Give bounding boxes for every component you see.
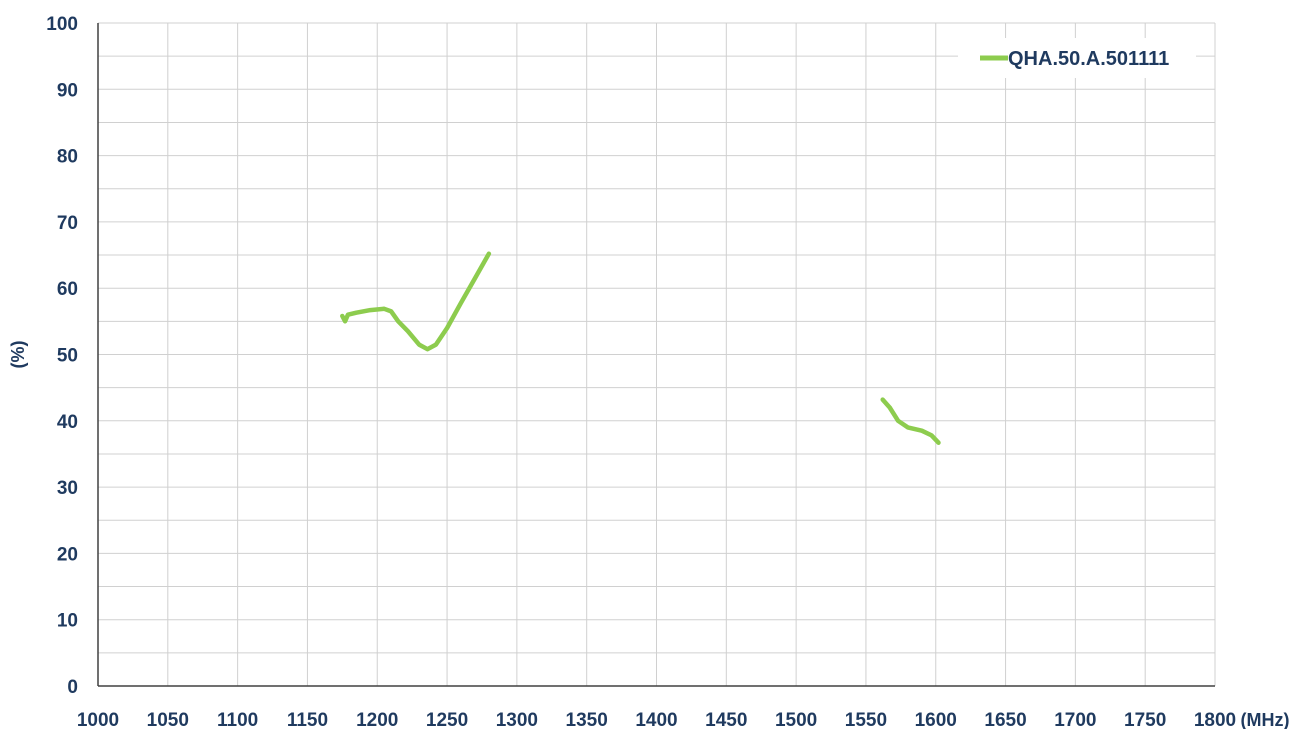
y-tick-label: 70: [57, 213, 78, 234]
x-tick-label: 1150: [287, 710, 328, 729]
y-tick-label: 20: [57, 544, 78, 565]
y-axis-title: (%): [8, 341, 28, 369]
x-tick-label: 1400: [635, 710, 677, 729]
x-tick-label: 1300: [496, 710, 538, 729]
x-tick-label: 1000: [77, 710, 119, 729]
x-tick-label: 1500: [775, 710, 817, 729]
y-tick-label: 50: [57, 346, 78, 367]
x-tick-label: 1350: [566, 710, 608, 729]
x-tick-labels: 1000 1050 1100 1150 1200 1250 1300 1350 1400 1450…: [77, 710, 1236, 729]
x-tick-label: 1100: [217, 710, 258, 729]
y-tick-label: 40: [57, 412, 78, 433]
y-tick-label: 100: [46, 14, 78, 35]
axes: [97, 23, 1215, 687]
y-tick-label: 80: [57, 147, 78, 168]
y-tick-label: 30: [57, 478, 78, 499]
x-tick-label: 1800: [1194, 710, 1236, 729]
grid: [98, 22, 1216, 686]
series-line-segment: [880, 397, 941, 445]
x-tick-label: 1650: [984, 710, 1026, 729]
x-tick-label: 1700: [1054, 710, 1096, 729]
y-tick-label: 60: [57, 279, 78, 300]
legend-label: QHA.50.A.501111: [1008, 48, 1169, 70]
x-tick-label: 1450: [705, 710, 747, 729]
y-tick-label: 0: [67, 677, 78, 698]
series-layer: [340, 251, 941, 445]
y-tick-label: 10: [57, 611, 78, 632]
y-tick-labels: 0 10 20 30 40 50 60 70 80 90 100: [46, 14, 78, 698]
x-tick-label: 1050: [147, 710, 189, 729]
series-line-segment: [340, 251, 492, 352]
legend: QHA.50.A.501111: [958, 38, 1196, 78]
x-tick-label: 1200: [356, 710, 398, 729]
y-tick-label: 90: [57, 80, 78, 101]
x-axis-title: (MHz): [1241, 710, 1290, 729]
x-tick-label: 1750: [1124, 710, 1166, 729]
x-tick-label: 1250: [426, 710, 468, 729]
x-tick-label: 1600: [915, 710, 957, 729]
x-tick-label: 1550: [845, 710, 887, 729]
